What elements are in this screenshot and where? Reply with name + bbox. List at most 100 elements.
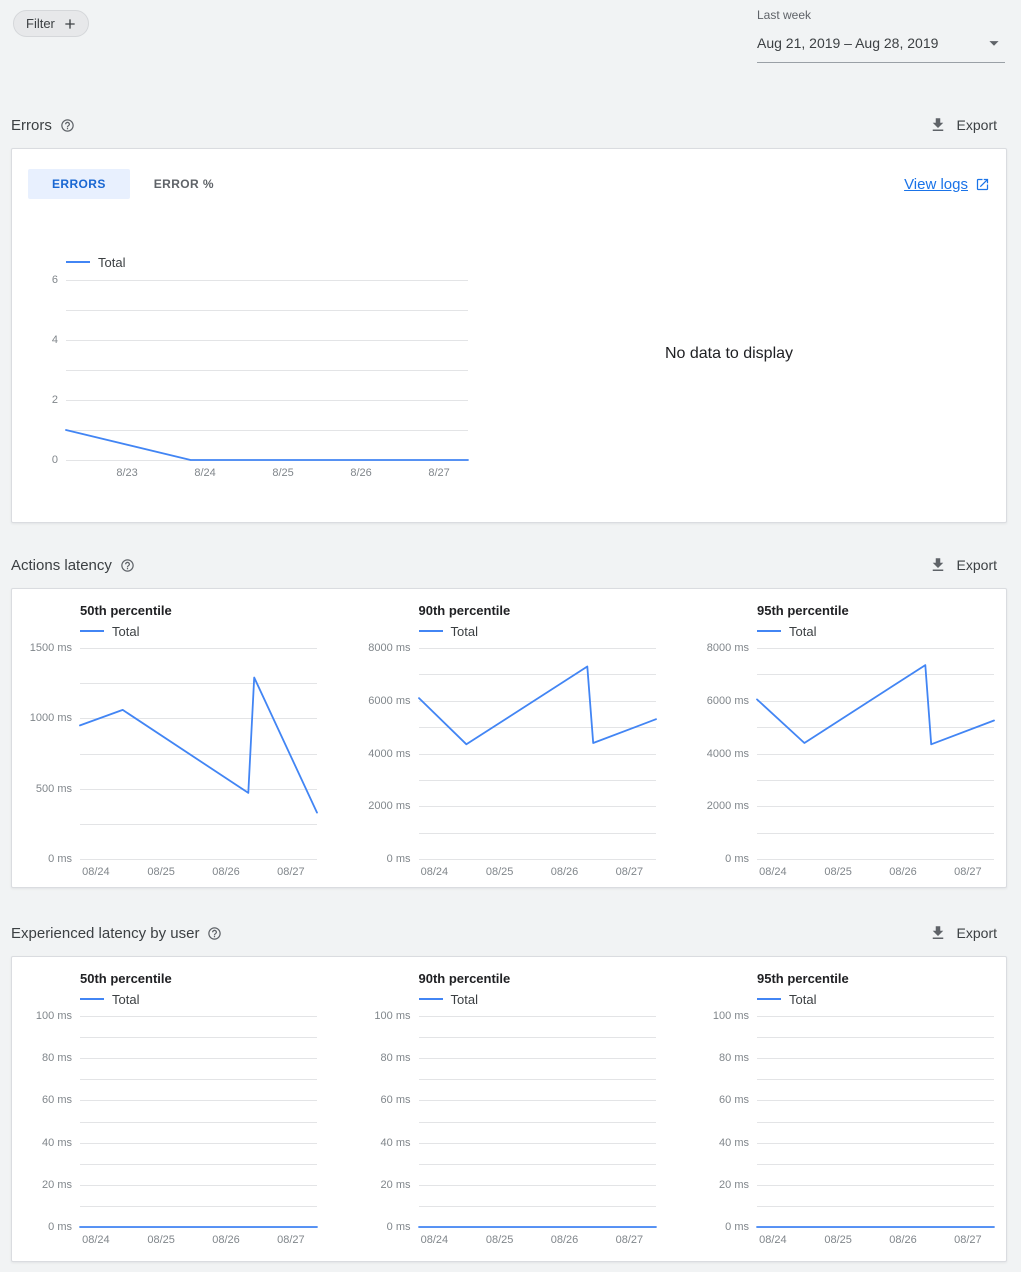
chart-gridline <box>66 400 468 401</box>
x-axis-label: 08/24 <box>82 866 110 878</box>
x-axis-label: 08/24 <box>420 866 449 878</box>
y-axis-label: 500 ms <box>35 782 72 795</box>
y-axis-label: 4 <box>51 334 58 346</box>
chart-gridline <box>418 1058 656 1060</box>
y-axis-label: 1500 ms <box>29 642 72 654</box>
export-button-actions-latency[interactable]: Export <box>929 556 997 574</box>
chart-gridline <box>418 1079 656 1081</box>
y-axis-label: 2000 ms <box>706 800 749 813</box>
y-axis-label: 1000 ms <box>29 712 72 725</box>
x-axis-label: 08/24 <box>420 1234 449 1246</box>
chart-plot: 100 ms 80 ms 60 ms 40 ms 20 ms 0 ms 08/24 08/25… <box>363 1010 657 1251</box>
date-range-picker[interactable]: Last week Aug 21, 2019 – Aug 28, 2019 <box>757 8 1005 63</box>
chart-gridline <box>757 779 994 781</box>
chart-line <box>65 429 469 461</box>
y-axis-label: 6 <box>51 274 58 286</box>
date-range-row[interactable]: Aug 21, 2019 – Aug 28, 2019 <box>757 32 1005 63</box>
help-icon[interactable] <box>60 118 75 133</box>
x-axis-label: 08/26 <box>550 1234 579 1246</box>
chart-title: 50th percentile <box>80 971 172 986</box>
chart-gridline <box>66 370 468 371</box>
legend-line-swatch <box>757 630 781 632</box>
x-axis-label: 8/23 <box>116 467 138 479</box>
legend-label: Total <box>98 254 126 270</box>
export-button-errors[interactable]: Export <box>929 116 997 134</box>
tab-errors[interactable]: ERRORS <box>28 169 130 199</box>
x-axis-label: 08/27 <box>954 1234 982 1246</box>
chart-legend: Total <box>757 991 994 1007</box>
help-icon[interactable] <box>120 558 135 573</box>
download-icon <box>932 558 943 571</box>
chart-gridline <box>80 1100 317 1102</box>
y-axis-label: 80 ms <box>42 1052 72 1065</box>
y-axis-label: 80 ms <box>719 1052 749 1065</box>
export-label: Export <box>956 557 997 573</box>
chart-title: 90th percentile <box>418 603 511 618</box>
y-axis-label: 0 ms <box>48 1221 72 1233</box>
legend-line-swatch <box>80 630 104 632</box>
x-axis-label: 8/24 <box>194 467 216 479</box>
chart-gridline <box>418 1205 656 1207</box>
tab-error-percent[interactable]: ERROR % <box>153 177 214 191</box>
x-axis-label: 08/27 <box>277 1234 305 1246</box>
x-axis-label: 08/24 <box>82 1234 110 1246</box>
x-axis-label: 8/25 <box>272 467 294 479</box>
chart-gridline <box>80 1184 317 1186</box>
x-axis-label: 08/26 <box>889 1234 917 1246</box>
y-axis-label: 60 ms <box>719 1094 749 1107</box>
topbar: Filter Last week Aug 21, 2019 – Aug 28, … <box>11 0 1007 70</box>
y-axis-label: 100 ms <box>35 1010 72 1022</box>
y-axis-label: 40 ms <box>380 1136 411 1149</box>
y-axis-label: 20 ms <box>42 1178 72 1191</box>
errors-card-body: Total 6 4 2 0 8/23 8/24 8/25 8/26 8/27 No data t… <box>28 254 990 484</box>
export-label: Export <box>956 117 997 133</box>
chart-gridline <box>80 1058 317 1060</box>
filter-button[interactable]: Filter <box>13 10 89 37</box>
chart-gridline <box>757 727 994 729</box>
legend-label: Total <box>112 623 140 639</box>
chart-gridline <box>757 859 994 860</box>
x-axis-label: 08/25 <box>147 866 175 878</box>
date-preset-label: Last week <box>757 8 812 22</box>
chart-gridline <box>80 788 317 790</box>
legend-label: Total <box>450 623 478 639</box>
x-axis-label: 08/24 <box>759 1234 787 1246</box>
chart-gridline <box>418 1163 656 1165</box>
y-axis-label: 0 ms <box>48 853 72 865</box>
legend-line-swatch <box>418 630 443 632</box>
view-logs-label: View logs <box>904 175 968 193</box>
y-axis-label: 2000 ms <box>368 800 411 813</box>
y-axis-label: 0 ms <box>725 853 749 865</box>
chart-gridline <box>66 310 468 311</box>
chart-gridline <box>757 648 994 649</box>
y-axis-label: 6000 ms <box>706 694 749 707</box>
chart-gridline <box>418 727 656 729</box>
chart-plot: 8000 ms 6000 ms 4000 ms 2000 ms 0 ms 08/24 08/… <box>363 642 657 883</box>
section-title-errors: Errors <box>11 116 52 134</box>
chart-gridline <box>80 648 317 649</box>
chart-experienced-latency-p90: 90th percentile Total 100 ms 80 ms 60 ms 40… <box>363 971 657 1251</box>
chart-gridline <box>757 700 994 702</box>
y-axis-label: 20 ms <box>719 1178 749 1191</box>
chart-line <box>756 664 995 746</box>
chart-gridline <box>757 1079 994 1081</box>
chart-legend: Total <box>80 623 317 639</box>
actions-latency-card: 50th percentile Total 1500 ms 1000 ms 500 … <box>11 588 1007 888</box>
y-axis-label: 60 ms <box>380 1094 411 1107</box>
help-icon[interactable] <box>207 926 222 941</box>
chart-legend: Total <box>80 991 317 1007</box>
errors-tabs: ERRORS ERROR % View logs <box>28 169 990 199</box>
chart-gridline <box>80 859 317 860</box>
chart-legend: Total <box>418 623 656 639</box>
chart-gridline <box>80 1016 317 1017</box>
export-button-experienced-latency[interactable]: Export <box>929 924 997 942</box>
no-data-message: No data to display <box>664 345 794 362</box>
chart-title: 95th percentile <box>757 971 849 986</box>
y-axis-label: 0 <box>51 454 58 466</box>
chart-plot: 100 ms 80 ms 60 ms 40 ms 20 ms 0 ms 08/24 08/25… <box>701 1010 995 1251</box>
x-axis-label: 08/27 <box>277 866 305 878</box>
chart-line <box>417 1226 657 1228</box>
chart-gridline <box>80 753 317 755</box>
view-logs-link[interactable]: View logs <box>904 176 990 193</box>
